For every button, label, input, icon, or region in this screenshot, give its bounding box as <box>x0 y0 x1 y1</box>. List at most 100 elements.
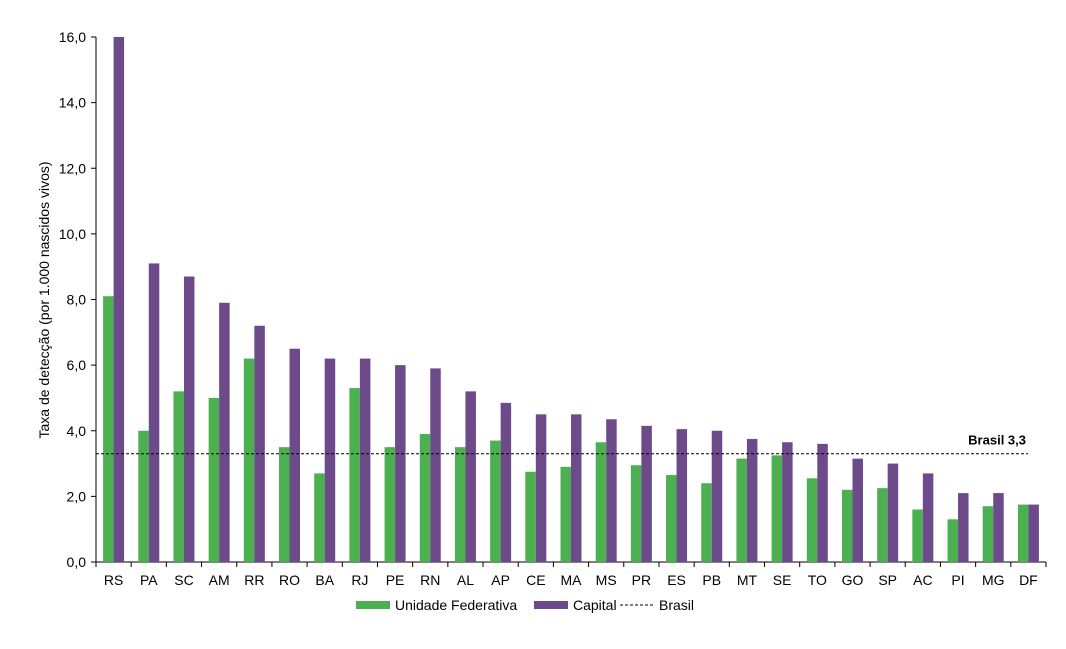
bar-unidade-federativa-mt <box>736 458 747 562</box>
y-tick-label: 12,0 <box>59 160 86 176</box>
bar-unidade-federativa-am <box>208 397 220 562</box>
x-tick-label: MG <box>982 572 1005 588</box>
bar-unidade-federativa-ap <box>490 440 501 562</box>
bar-unidade-federativa-rs <box>103 296 114 562</box>
x-tick-label: TO <box>808 572 827 588</box>
x-tick-label: RR <box>244 572 264 588</box>
bar-capital-rj <box>359 358 371 562</box>
x-tick-label: MA <box>561 572 583 588</box>
bars <box>103 37 1039 562</box>
x-tick-label: MT <box>737 572 758 588</box>
bar-unidade-federativa-to <box>806 478 818 562</box>
x-tick-label: PR <box>632 572 651 588</box>
bar-capital-pi <box>958 493 969 562</box>
x-tick-label: RO <box>279 572 300 588</box>
bar-unidade-federativa-df <box>1017 504 1029 562</box>
y-axis: 0,0 2,0 4,0 6,0 8,0 10,0 12,0 14,0 16,0 <box>59 29 97 570</box>
bar-unidade-federativa-rn <box>419 434 431 562</box>
reference-line-group: Brasil 3,3 <box>96 433 1028 455</box>
bar-unidade-federativa-es <box>666 475 677 562</box>
bar-unidade-federativa-ba <box>314 473 325 562</box>
bar-capital-ro <box>289 348 301 562</box>
x-tick-label: RS <box>104 572 123 588</box>
bar-capital-se <box>782 442 793 562</box>
bar-unidade-federativa-pr <box>630 465 642 562</box>
bar-unidade-federativa-sp <box>877 488 888 562</box>
bar-capital-es <box>676 429 688 562</box>
bar-unidade-federativa-ro <box>279 447 290 562</box>
y-tick-label: 16,0 <box>59 29 86 45</box>
bar-unidade-federativa-rr <box>243 358 255 562</box>
bar-capital-ce <box>535 414 547 562</box>
bar-capital-ac <box>922 473 934 562</box>
bar-unidade-federativa-ms <box>595 442 607 562</box>
x-tick-label: MS <box>596 572 617 588</box>
bar-unidade-federativa-al <box>454 447 466 562</box>
bar-capital-to <box>817 443 828 562</box>
x-tick-label: SP <box>878 572 897 588</box>
x-tick-label: RJ <box>351 572 368 588</box>
bar-unidade-federativa-se <box>771 455 783 562</box>
bar-capital-go <box>852 458 863 562</box>
bar-unidade-federativa-sc <box>173 391 184 562</box>
x-tick-label: BA <box>315 572 334 588</box>
bar-unidade-federativa-pb <box>701 483 712 562</box>
bar-capital-rs <box>113 37 125 562</box>
x-tick-label: GO <box>842 572 864 588</box>
bar-capital-df <box>1028 504 1039 562</box>
bar-capital-pb <box>711 430 723 562</box>
x-tick-label: AC <box>913 572 932 588</box>
bar-capital-ba <box>324 358 336 562</box>
x-tick-label: AM <box>209 572 230 588</box>
y-tick-label: 4,0 <box>67 423 87 439</box>
x-tick-label: CE <box>526 572 545 588</box>
bar-capital-ms <box>606 419 617 562</box>
x-tick-label: PE <box>386 572 405 588</box>
bar-unidade-federativa-pe <box>384 447 396 562</box>
x-axis: RS PA SC AM RR RO BA RJ PE RN AL AP CE MA MS PR ES PB MT SE… <box>95 561 1047 588</box>
bar-unidade-federativa-mg <box>982 506 994 562</box>
y-tick-label: 0,0 <box>67 554 87 570</box>
bar-capital-pa <box>148 263 160 562</box>
x-tick-label: PI <box>951 572 964 588</box>
legend-swatch-capital <box>534 601 568 609</box>
y-tick-label: 10,0 <box>59 226 86 242</box>
bar-capital-am <box>219 302 230 562</box>
bar-unidade-federativa-ac <box>912 509 923 562</box>
x-tick-label: SE <box>773 572 792 588</box>
x-tick-label: PA <box>140 572 158 588</box>
x-tick-label: AP <box>491 572 510 588</box>
x-tick-label: ES <box>667 572 686 588</box>
y-tick-label: 6,0 <box>67 357 87 373</box>
bar-capital-pr <box>641 425 652 562</box>
legend-label-brasil: Brasil <box>659 597 694 613</box>
bar-capital-al <box>465 391 476 562</box>
reference-line-label: Brasil 3,3 <box>968 433 1026 448</box>
x-tick-label: SC <box>174 572 193 588</box>
legend: Unidade Federativa Capital Brasil <box>356 597 694 613</box>
x-tick-label: DF <box>1019 572 1038 588</box>
bar-capital-mt <box>746 438 758 562</box>
bar-capital-ap <box>500 402 512 562</box>
bar-unidade-federativa-ma <box>560 466 571 562</box>
y-axis-title: Taxa de detecção (por 1.000 nascidos viv… <box>36 161 52 438</box>
bar-capital-sc <box>183 276 195 562</box>
bar-unidade-federativa-rj <box>349 388 360 562</box>
legend-label-capital: Capital <box>573 597 617 613</box>
bar-capital-rr <box>254 325 265 562</box>
x-tick-label: RN <box>420 572 440 588</box>
bar-unidade-federativa-pa <box>138 430 149 562</box>
bar-capital-ma <box>571 414 582 562</box>
y-tick-label: 14,0 <box>59 95 86 111</box>
bar-unidade-federativa-ce <box>525 471 536 562</box>
bar-unidade-federativa-go <box>841 489 853 562</box>
bar-capital-rn <box>430 368 441 562</box>
y-tick-label: 8,0 <box>67 292 87 308</box>
bar-capital-mg <box>993 493 1004 562</box>
x-tick-label: PB <box>702 572 721 588</box>
bar-capital-pe <box>395 365 406 562</box>
bar-unidade-federativa-pi <box>947 519 959 562</box>
y-tick-label: 2,0 <box>67 488 87 504</box>
x-tick-label: AL <box>457 572 474 588</box>
